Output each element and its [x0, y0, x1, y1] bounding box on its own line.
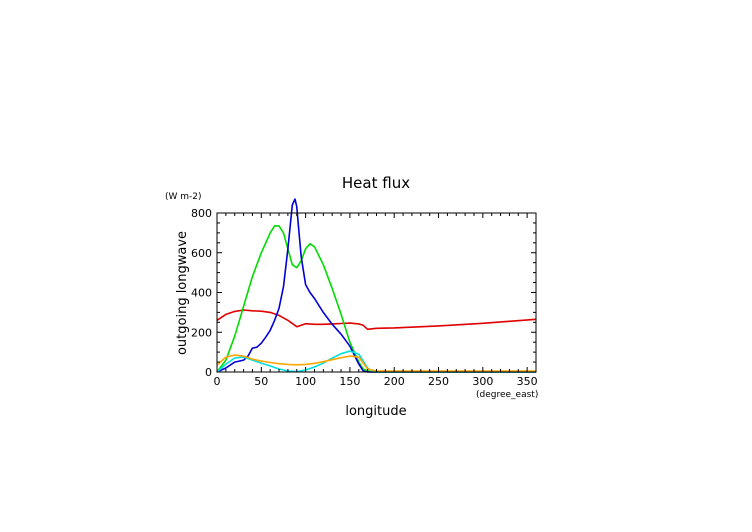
x-unit-label: (degree_east) [476, 390, 538, 400]
plot-frame [216, 212, 537, 373]
x-tick-label: 350 [517, 375, 538, 388]
y-tick-label: 400 [191, 287, 212, 300]
y-tick-label: 600 [191, 247, 212, 260]
x-tick-label: 300 [472, 375, 493, 388]
series-line-5 [216, 354, 536, 372]
x-tick-label: 100 [295, 375, 316, 388]
series-line-2 [216, 225, 536, 373]
y-tick-label: 0 [205, 366, 212, 379]
series-line-1 [216, 309, 537, 331]
y-tick-label: 200 [191, 326, 212, 339]
x-tick-label: 200 [384, 375, 405, 388]
x-axis-label: longitude [345, 404, 406, 419]
series-line-3 [216, 198, 536, 373]
chart-title: Heat flux [342, 174, 410, 192]
x-tick-label: 250 [428, 375, 449, 388]
x-tick-label: 150 [339, 375, 360, 388]
x-tick-label: 50 [254, 375, 268, 388]
y-unit-label: (W m-2) [165, 192, 202, 202]
x-tick-label: 0 [214, 375, 221, 388]
y-ticks: 0 200 400 600 800 [191, 207, 536, 379]
x-ticks: 0 50 100 150 200 250 300 350 [214, 213, 538, 388]
series-layer [216, 198, 537, 373]
y-axis-label: outgoing longwave [175, 231, 190, 355]
y-tick-label: 800 [191, 207, 212, 220]
